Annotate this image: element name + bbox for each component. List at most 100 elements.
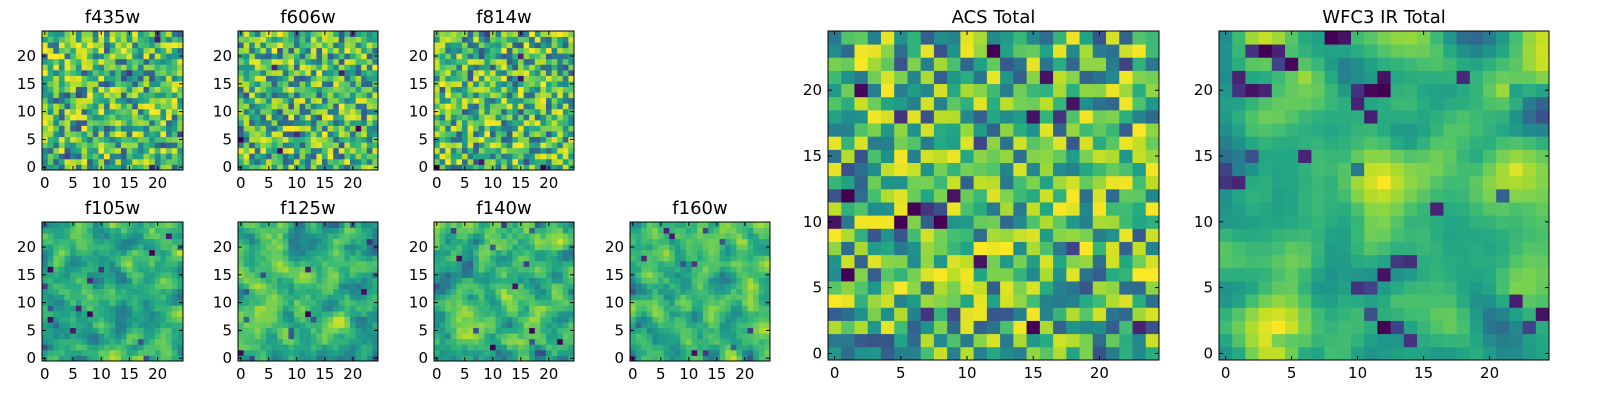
heatmap-cell [691,327,698,334]
heatmap-cell [512,305,519,312]
heatmap-cell [880,294,895,308]
heatmap-cell [495,283,502,290]
heatmap-cell [355,272,362,278]
heatmap-cell [238,238,244,245]
heatmap-cell [92,299,99,306]
heatmap-cell [53,305,60,312]
heatmap-cell [333,233,340,240]
heatmap-cell [462,305,468,312]
heatmap-cell [154,227,161,234]
heatmap-cell [81,333,88,340]
heatmap-cell [445,164,452,171]
heatmap-cell [534,244,541,251]
heatmap-cell [680,238,687,245]
heatmap-cell [282,108,289,115]
heatmap-cell [120,349,127,356]
heatmap-cell [646,227,653,234]
heatmap-cell [674,244,681,251]
heatmap-cell [434,131,440,138]
heatmap-cell [841,215,855,229]
heatmap-cell [714,277,720,284]
heatmap-cell [534,255,541,262]
heatmap-cell [310,299,317,306]
heatmap-cell [658,260,664,267]
heatmap-cell [501,147,508,154]
heatmap-cell [439,97,446,104]
heatmap-cell [132,58,139,65]
heatmap-cell [445,277,452,284]
heatmap-cell [686,322,692,329]
heatmap-cell [98,227,105,234]
heatmap-cell [456,299,463,306]
heatmap-cell [1000,254,1014,269]
heatmap-cell [154,97,161,104]
heatmap-cell [490,53,496,60]
heatmap-cell [249,260,256,267]
heatmap-cell [540,158,547,165]
heatmap-cell [98,75,105,82]
heatmap-cell [529,42,536,49]
heatmap-cell [1026,267,1041,282]
heatmap-cell [1013,188,1027,203]
heatmap-cell [523,322,530,329]
heatmap-cell [260,305,267,312]
heatmap-cell [333,333,340,340]
heatmap-cell [1119,294,1133,308]
heatmap-cell [534,266,541,273]
heatmap-cell [501,316,508,323]
heatmap-cell [316,53,323,60]
heatmap-cell [177,249,184,256]
heatmap-cell [310,142,317,149]
heatmap-cell [310,131,317,138]
heatmap-cell [87,327,94,334]
heatmap-cell [87,333,94,340]
heatmap-cell [47,305,54,312]
heatmap-cell [960,254,975,269]
heatmap-cell [568,36,575,43]
heatmap-cell [880,202,895,216]
heatmap-cell [177,227,184,234]
heatmap-cell [663,344,670,351]
heatmap-cell [366,305,373,312]
heatmap-cell [243,327,250,334]
heatmap-cell [327,227,334,234]
heatmap-cell [551,142,558,149]
heatmap-cell [316,119,323,126]
heatmap-cell [154,277,161,284]
heatmap-cell [523,97,530,104]
heatmap-cell [327,322,334,329]
heatmap-cell [1132,320,1147,335]
heatmap-cell [473,158,480,165]
heatmap-cell [907,333,922,348]
x-tick-label: 20 [539,365,558,383]
heatmap-cell [361,316,368,323]
heatmap-cell [568,58,575,65]
heatmap-cell [506,333,513,340]
heatmap-cell [523,316,530,323]
heatmap-cell [53,277,60,284]
heatmap-cell [960,188,975,203]
heatmap-cell [439,108,446,115]
heatmap-cell [652,266,659,273]
heatmap-cell [249,58,256,65]
heatmap-cell [338,47,345,54]
heatmap-cell [132,322,139,329]
heatmap-cell [467,288,474,295]
heatmap-cell [260,75,267,82]
heatmap-cell [294,305,300,312]
heatmap-cell [92,147,99,154]
heatmap-cell [333,114,340,121]
heatmap-cell [271,58,278,65]
heatmap-cell [322,277,328,284]
heatmap-cell [277,260,284,267]
heatmap-cell [109,255,116,262]
heatmap-cell [484,114,491,121]
heatmap-cell [160,272,167,278]
heatmap-cell [764,283,771,290]
heatmap-cell [58,349,65,356]
heatmap-cell [288,114,295,121]
heatmap-cell [894,294,908,308]
heatmap-cell [1066,188,1080,203]
heatmap-cell [64,81,71,87]
heatmap-cell [310,277,317,284]
